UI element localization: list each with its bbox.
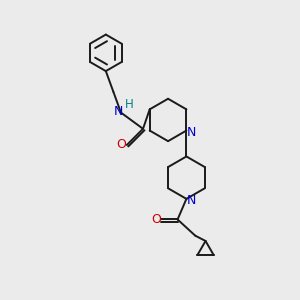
Text: N: N [187,194,196,207]
Text: H: H [125,98,134,111]
Text: N: N [187,125,196,139]
Text: O: O [117,139,127,152]
Text: O: O [151,213,161,226]
Text: N: N [114,105,124,118]
